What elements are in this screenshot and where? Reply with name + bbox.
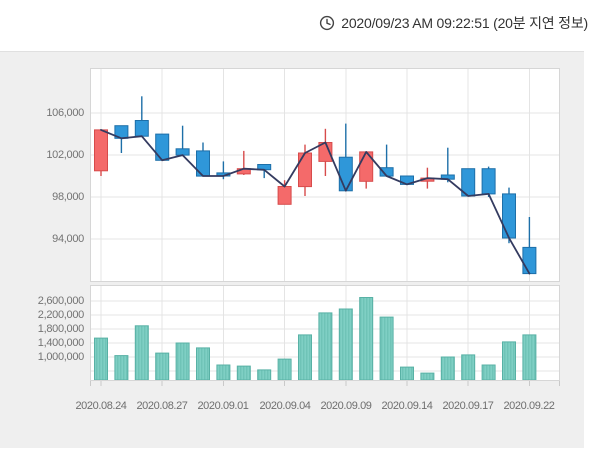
volume-bar — [440, 356, 455, 381]
candle — [175, 148, 190, 156]
volume-bar — [196, 347, 210, 381]
close-price-line — [100, 129, 531, 275]
volume-bar — [461, 354, 476, 381]
candle — [298, 152, 312, 188]
volume-bar — [134, 325, 149, 381]
date-tick-label: 2020.09.09 — [320, 400, 372, 412]
chart-panel: 106,000 102,000 98,000 94,000 2,600,000 2,200… — [0, 51, 584, 448]
quote-timestamp: 2020/09/23 AM 09:22:51 (20분 지연 정보) — [341, 15, 588, 31]
volume-bar — [155, 352, 170, 381]
date-x-axis-ticks — [90, 381, 560, 387]
date-tick-label: 2020.08.24 — [75, 400, 127, 412]
volume-bar — [216, 364, 231, 381]
volume-bar — [257, 369, 272, 381]
price-plot-border — [90, 68, 560, 282]
chart-header: 2020/09/23 AM 09:22:51 (20분 지연 정보) — [0, 0, 600, 51]
date-tick-label: 2020.09.22 — [503, 400, 555, 412]
date-tick-label: 2020.08.27 — [136, 400, 188, 412]
date-tick-label: 2020.09.17 — [442, 400, 494, 412]
volume-bar — [481, 364, 496, 381]
price-tick-label: 94,000 — [52, 233, 84, 245]
candle — [338, 156, 353, 192]
volume-bar — [338, 308, 353, 381]
volume-tick-label: 1,800,000 — [37, 323, 85, 335]
volume-bar — [359, 297, 374, 381]
volume-bar — [298, 334, 312, 381]
candle — [134, 120, 149, 137]
price-tick-label: 102,000 — [46, 149, 84, 161]
date-tick-label: 2020.09.14 — [381, 400, 433, 412]
candle — [277, 186, 292, 205]
volume-bar — [277, 358, 292, 381]
candle — [522, 246, 537, 275]
date-tick-label: 2020.09.01 — [197, 400, 249, 412]
volume-tick-label: 2,200,000 — [37, 309, 85, 321]
date-tick-label: 2020.09.04 — [259, 400, 311, 412]
volume-bar — [379, 316, 394, 381]
volume-bar — [114, 355, 129, 381]
price-tick-label: 106,000 — [46, 107, 84, 119]
volume-bar — [522, 334, 537, 381]
candle — [94, 129, 108, 172]
price-chart[interactable] — [90, 68, 560, 282]
volume-tick-label: 2,600,000 — [37, 295, 85, 307]
volume-bar — [420, 372, 435, 381]
volume-bar — [318, 312, 333, 381]
volume-plot-border — [90, 285, 560, 381]
quote-time-group: 2020/09/23 AM 09:22:51 (20분 지연 정보) — [319, 13, 588, 33]
volume-tick-label: 1,400,000 — [37, 337, 85, 349]
candle — [502, 193, 516, 239]
volume-bar — [400, 366, 414, 381]
candle — [481, 168, 496, 195]
candle — [155, 133, 170, 161]
volume-bar — [175, 342, 190, 381]
volume-bar — [236, 365, 251, 381]
volume-bar — [94, 337, 108, 381]
price-tick-label: 98,000 — [52, 191, 84, 203]
volume-tick-label: 1,000,000 — [37, 351, 85, 363]
clock-icon — [319, 15, 335, 31]
volume-bar — [502, 341, 516, 381]
volume-chart[interactable] — [90, 285, 560, 381]
